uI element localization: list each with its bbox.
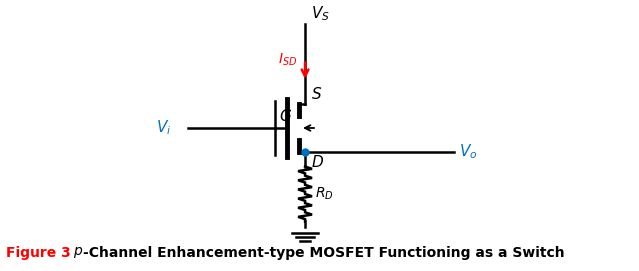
Text: $V_S$: $V_S$ bbox=[311, 4, 330, 23]
Text: $R_D$: $R_D$ bbox=[315, 186, 334, 202]
Text: $S$: $S$ bbox=[311, 86, 322, 102]
Text: Figure 3: Figure 3 bbox=[6, 246, 71, 260]
Text: -Channel Enhancement-type MOSFET Functioning as a Switch: -Channel Enhancement-type MOSFET Functio… bbox=[83, 246, 565, 260]
Text: $G$: $G$ bbox=[279, 108, 292, 124]
Text: $D$: $D$ bbox=[311, 154, 324, 170]
Text: $V_i$: $V_i$ bbox=[156, 119, 171, 137]
Text: $I_{SD}$: $I_{SD}$ bbox=[278, 51, 297, 68]
Text: $V_o$: $V_o$ bbox=[459, 143, 478, 162]
Text: $p$: $p$ bbox=[73, 245, 84, 260]
